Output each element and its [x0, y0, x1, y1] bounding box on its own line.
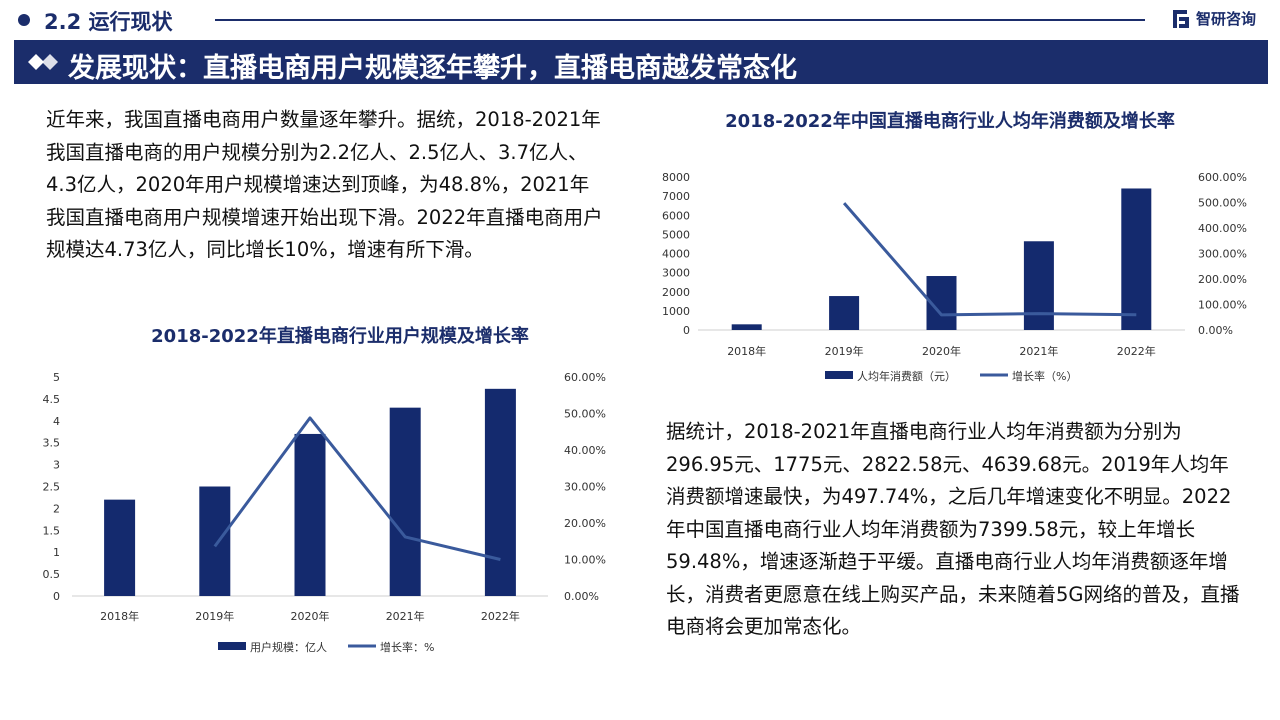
y-left-tick-label: 7000	[662, 190, 690, 203]
legend-label: 人均年消费额（元）	[857, 369, 956, 383]
x-tick-label: 2021年	[1019, 344, 1058, 358]
bar	[1121, 188, 1152, 330]
legend-label: 增长率：%	[380, 640, 434, 654]
legend-swatch-bar	[218, 642, 246, 650]
bar	[104, 499, 136, 596]
x-tick-label: 2019年	[195, 609, 234, 623]
y-left-tick-label: 1	[53, 546, 60, 559]
y-right-tick-label: 0.00%	[1198, 324, 1233, 337]
y-left-tick-label: 2	[53, 502, 60, 515]
spending-chart: 0 1000 2000 3000 4000 5000 6000 7000 8000 0.00% 10…	[662, 171, 1247, 383]
y-right-tick-label: 200.00%	[1198, 273, 1247, 286]
y-left-tick-label: 6000	[662, 209, 690, 222]
y-left-tick-label: 3000	[662, 267, 690, 280]
brand-name: 智研咨询	[1196, 10, 1257, 28]
y-left-tick-label: 3	[53, 459, 60, 472]
legend-label: 增长率（%）	[1012, 369, 1077, 383]
y-left-tick-label: 8000	[662, 171, 690, 184]
y-left-tick-label: 0.5	[43, 568, 61, 581]
bullet-dot-icon	[18, 14, 30, 26]
title-banner: 发展现状：直播电商用户规模逐年攀升，直播电商越发常态化	[14, 40, 1268, 84]
bar	[1023, 241, 1054, 330]
y-right-tick-label: 60.00%	[564, 371, 606, 384]
users-chart: 00.511.522.533.544.550.00%10.00%20.00%30…	[43, 371, 606, 654]
y-left-tick-label: 5	[53, 371, 60, 384]
top-bar: 2.2 运行现状 智研咨询	[0, 0, 1280, 40]
y-left-tick-label: 1.5	[43, 524, 61, 537]
y-left-tick-label: 0	[53, 590, 60, 603]
growth-line	[213, 416, 501, 561]
bar	[484, 388, 516, 596]
header-divider	[215, 19, 1145, 21]
y-right-tick-label: 0.00%	[564, 590, 599, 603]
growth-line	[842, 202, 1137, 317]
y-right-tick-label: 30.00%	[564, 481, 606, 494]
bar	[294, 433, 326, 596]
y-right-tick-label: 100.00%	[1198, 299, 1247, 312]
section-title: 2.2 运行现状	[44, 10, 173, 34]
x-tick-label: 2022年	[481, 609, 520, 623]
y-left-tick-label: 3.5	[43, 437, 61, 450]
chart-title-spending: 2018-2022年中国直播电商行业人均年消费额及增长率	[725, 111, 1175, 132]
x-tick-label: 2021年	[386, 609, 425, 623]
left-paragraph: 近年来，我国直播电商用户数量逐年攀升。据统，2018-2021年我国直播电商的用…	[46, 108, 603, 261]
y-left-tick-label: 4	[53, 415, 60, 428]
x-tick-label: 2018年	[100, 609, 139, 623]
y-left-tick-label: 1000	[662, 305, 690, 318]
diamond-icon	[28, 54, 58, 70]
y-left-tick-label: 4.5	[43, 393, 61, 406]
y-right-tick-label: 600.00%	[1198, 171, 1247, 184]
x-tick-label: 2022年	[1117, 344, 1156, 358]
legend-label: 用户规模：亿人	[250, 640, 327, 654]
x-tick-label: 2018年	[727, 344, 766, 358]
y-left-tick-label: 0	[683, 324, 690, 337]
y-left-tick-label: 5000	[662, 228, 690, 241]
bar	[731, 324, 762, 330]
x-tick-label: 2020年	[922, 344, 961, 358]
bar	[389, 407, 421, 596]
brand-logo-icon	[1173, 9, 1189, 28]
y-right-tick-label: 20.00%	[564, 517, 606, 530]
brand: 智研咨询	[1172, 8, 1256, 29]
y-right-tick-label: 50.00%	[564, 408, 606, 421]
y-left-tick-label: 2000	[662, 286, 690, 299]
bar	[199, 486, 231, 596]
y-right-tick-label: 10.00%	[564, 554, 606, 567]
banner-title: 发展现状：直播电商用户规模逐年攀升，直播电商越发常态化	[68, 53, 797, 84]
bar	[829, 296, 860, 330]
x-tick-label: 2019年	[825, 344, 864, 358]
x-tick-label: 2020年	[291, 609, 330, 623]
chart-title-users: 2018-2022年直播电商行业用户规模及增长率	[151, 326, 529, 347]
y-left-tick-label: 4000	[662, 248, 690, 261]
legend-swatch-bar	[825, 371, 853, 379]
y-right-tick-label: 300.00%	[1198, 248, 1247, 261]
y-right-tick-label: 500.00%	[1198, 197, 1247, 210]
y-left-tick-label: 2.5	[43, 481, 61, 494]
y-right-tick-label: 400.00%	[1198, 222, 1247, 235]
y-right-tick-label: 40.00%	[564, 444, 606, 457]
right-paragraph: 据统计，2018-2021年直播电商行业人均年消费额为分别为296.95元、17…	[666, 420, 1240, 638]
